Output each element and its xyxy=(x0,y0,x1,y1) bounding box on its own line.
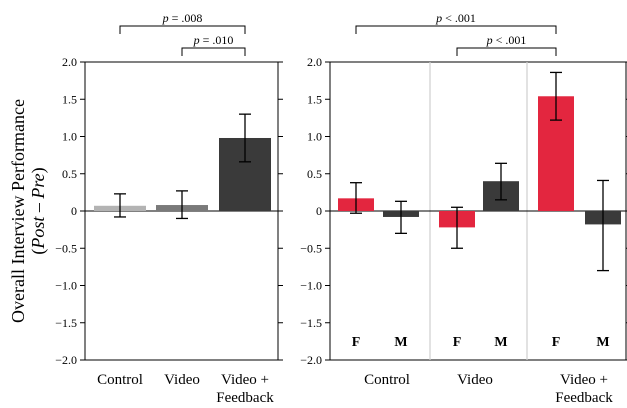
left-x-category-label: Control xyxy=(97,372,143,388)
right-gender-label: M xyxy=(596,335,609,350)
left-significance-label: p = .010 xyxy=(193,33,234,47)
right-y-tick-label: −1.0 xyxy=(300,279,322,293)
right-significance-bracket xyxy=(355,25,557,34)
left-y-tick-label: 0.5 xyxy=(62,167,77,181)
right-significance-label: p < .001 xyxy=(486,33,527,47)
y-axis-label-line1: Overall Interview Performance xyxy=(8,99,28,323)
left-y-tick-label: −2.0 xyxy=(55,353,77,367)
left-y-tick-label: 0 xyxy=(71,204,77,218)
right-panel: 2.0 1.5 1.0 0.5 0 −0.5 −1.0 −1.5 −2.0 F M F M F M Contr… xyxy=(300,11,627,406)
right-x-category-label: Control xyxy=(364,372,410,388)
right-x-category-label-line2: Feedback xyxy=(555,390,613,406)
right-y-tick-label: −1.5 xyxy=(300,316,322,330)
left-y-tick-label: 2.0 xyxy=(62,55,77,69)
right-y-tick-label: 0 xyxy=(316,204,322,218)
right-gender-label: F xyxy=(552,335,561,350)
right-gender-label: F xyxy=(352,335,361,350)
right-y-tick-label: −0.5 xyxy=(300,241,322,255)
left-y-tick-label: −0.5 xyxy=(55,241,77,255)
left-y-tick-label: −1.5 xyxy=(55,316,77,330)
right-significance-bracket xyxy=(456,47,557,56)
right-y-tick-label: 0.5 xyxy=(307,167,322,181)
left-significance-bracket xyxy=(119,25,246,34)
left-panel: 2.0 1.5 1.0 0.5 0 −0.5 −1.0 −1.5 −2.0 Control Vide… xyxy=(55,11,283,406)
left-significance-bracket xyxy=(181,47,246,56)
left-x-category-label-line2: Feedback xyxy=(216,390,274,406)
right-y-tick-label: 1.5 xyxy=(307,92,322,106)
left-x-category-label: Video xyxy=(164,372,200,388)
left-y-tick-label: 1.0 xyxy=(62,130,77,144)
right-gender-label: M xyxy=(494,335,507,350)
right-x-category-label: Video xyxy=(457,372,493,388)
right-gender-label: F xyxy=(453,335,462,350)
right-x-category-label: Video + xyxy=(560,372,608,388)
right-gender-label: M xyxy=(394,335,407,350)
right-y-tick-label: 1.0 xyxy=(307,130,322,144)
left-significance-label: p = .008 xyxy=(162,11,203,25)
left-y-tick-label: 1.5 xyxy=(62,92,77,106)
y-axis-label-line2: (Post – Pre) xyxy=(28,167,49,254)
right-significance-label: p < .001 xyxy=(435,11,476,25)
y-axis-label: Overall Interview Performance (Post – Pr… xyxy=(8,99,49,323)
left-x-category-label: Video + xyxy=(221,372,269,388)
right-y-tick-label: 2.0 xyxy=(307,55,322,69)
right-y-tick-label: −2.0 xyxy=(300,353,322,367)
left-y-tick-label: −1.0 xyxy=(55,279,77,293)
